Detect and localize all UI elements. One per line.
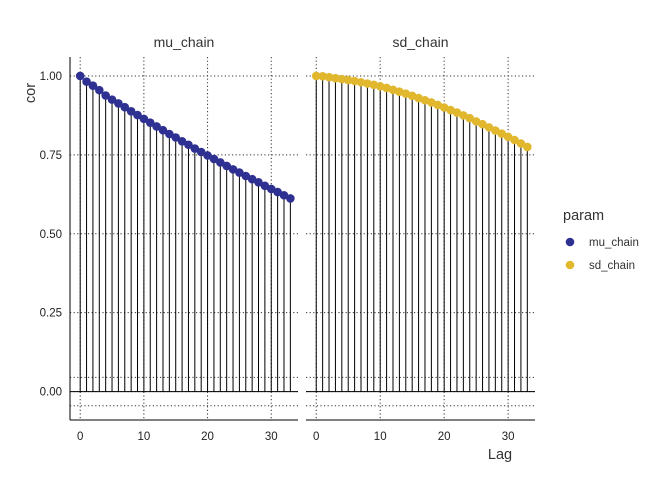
strip-label: sd_chain xyxy=(392,34,448,50)
acf-point xyxy=(209,154,219,164)
acf-point xyxy=(120,102,130,112)
acf-point xyxy=(452,108,462,117)
acf-point xyxy=(497,129,507,139)
acf-point xyxy=(337,74,347,84)
acf-point xyxy=(171,133,181,142)
x-tick-label: 0 xyxy=(77,431,83,443)
y-tick-label: 1.00 xyxy=(40,71,62,83)
acf-point xyxy=(228,165,238,174)
acf-point xyxy=(107,95,117,104)
acf-point xyxy=(177,136,187,146)
legend: param mu_chain sd_chain xyxy=(563,208,639,272)
y-tick-label: 0.00 xyxy=(40,387,62,399)
acf-point xyxy=(139,114,149,124)
y-axis-title: cor xyxy=(23,83,39,103)
acf-point xyxy=(126,106,136,116)
acf-point xyxy=(311,71,321,81)
y-tick-label: 0.25 xyxy=(40,308,62,320)
acf-point xyxy=(484,123,494,132)
acf-point xyxy=(324,72,334,82)
acf-point xyxy=(491,126,500,135)
acf-point xyxy=(266,184,276,194)
acf-point xyxy=(165,129,174,139)
x-tick-label: 0 xyxy=(313,431,319,443)
acf-point xyxy=(318,71,327,81)
acf-point xyxy=(203,151,212,160)
acf-point xyxy=(190,144,200,153)
x-tick-label: 10 xyxy=(137,431,150,443)
legend-label-sd_chain: sd_chain xyxy=(589,260,635,272)
acf-point xyxy=(350,76,359,86)
acf-point xyxy=(88,81,98,91)
x-tick-label: 10 xyxy=(374,431,387,443)
acf-point xyxy=(184,140,193,150)
acf-point xyxy=(222,161,231,171)
acf-point xyxy=(145,118,155,127)
acf-point xyxy=(363,79,372,88)
acf-point xyxy=(254,178,263,187)
facet-panels: mu_chain sd_chain xyxy=(70,34,535,420)
acf-point xyxy=(356,77,366,87)
acf-point xyxy=(101,91,110,100)
y-axis: 0.00 0.25 0.50 0.75 1.00 xyxy=(40,57,71,420)
y-tick-label: 0.50 xyxy=(40,229,62,241)
acf-point xyxy=(471,117,481,126)
acf-point xyxy=(459,111,468,120)
acf-point xyxy=(133,110,142,120)
legend-title: param xyxy=(563,208,604,224)
acf-point xyxy=(510,135,519,145)
acf-point xyxy=(273,187,282,197)
acf-point xyxy=(235,168,244,177)
acf-point xyxy=(114,99,123,108)
acf-point xyxy=(241,171,251,181)
legend-key-sd_chain xyxy=(565,260,575,270)
acf-point xyxy=(465,113,475,123)
x-axes: 0 10 20 30 0 10 20 30 xyxy=(70,419,535,443)
acf-point xyxy=(247,174,257,184)
x-tick-label: 30 xyxy=(502,431,515,443)
facet-panel-sd_chain: sd_chain xyxy=(306,34,535,420)
acf-point xyxy=(152,122,161,131)
acf-point xyxy=(82,77,91,86)
x-tick-label: 20 xyxy=(201,431,214,443)
legend-key-mu_chain xyxy=(565,237,575,247)
acf-point xyxy=(158,125,168,135)
x-tick-label: 30 xyxy=(265,431,278,443)
acf-point xyxy=(196,147,206,157)
acf-point xyxy=(331,73,340,83)
x-tick-label: 20 xyxy=(438,431,451,443)
acf-point xyxy=(75,71,85,81)
acf-point xyxy=(503,132,513,142)
strip-label: mu_chain xyxy=(154,34,215,50)
acf-point xyxy=(260,181,270,191)
facet-panel-mu_chain: mu_chain xyxy=(70,34,298,420)
y-tick-label: 0.75 xyxy=(40,150,62,162)
acf-point xyxy=(279,190,289,200)
x-axis-title: Lag xyxy=(488,447,512,463)
legend-label-mu_chain: mu_chain xyxy=(589,237,639,249)
acf-point xyxy=(478,119,487,129)
acf-point xyxy=(94,85,104,95)
acf-point xyxy=(286,194,295,203)
acf-point xyxy=(343,75,353,85)
acf-point xyxy=(523,142,532,152)
acf-point xyxy=(216,158,225,167)
acf-point xyxy=(516,139,526,148)
